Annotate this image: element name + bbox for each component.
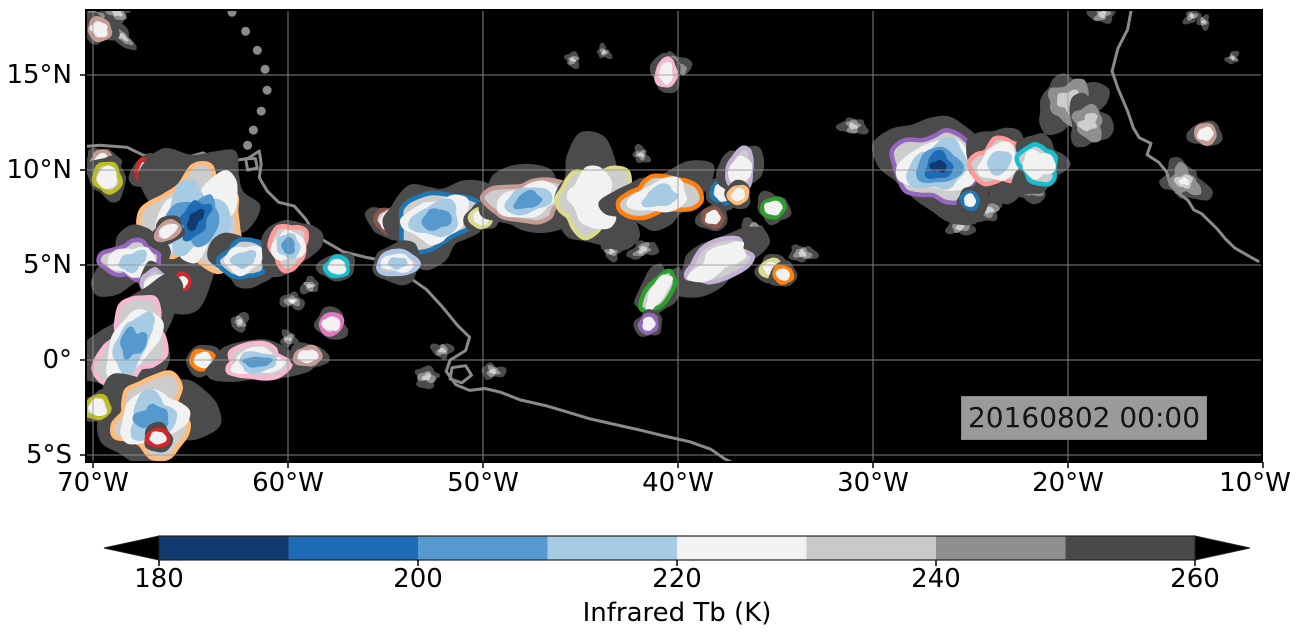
x-tick-label-10w: 10°W	[1219, 468, 1291, 498]
warm-cloud-patch	[563, 51, 580, 70]
gridlines	[86, 10, 1262, 462]
warm-cloud-patch	[299, 275, 319, 295]
cloud-cluster	[86, 273, 184, 404]
cloud-cluster	[598, 160, 715, 232]
cloud-cluster	[313, 306, 349, 340]
cloud-cluster	[1011, 132, 1071, 195]
cloud-cluster	[695, 202, 728, 232]
colorbar-tick-200: 200	[393, 564, 443, 594]
island-dot	[241, 26, 251, 36]
cloud-cluster	[724, 179, 751, 210]
island-dot	[256, 106, 266, 116]
colorbar-tick-260: 260	[1170, 564, 1220, 594]
warm-cloud-patch	[1069, 92, 1114, 148]
warm-cloud-patch	[788, 244, 819, 263]
cloud-cluster	[478, 163, 584, 234]
y-tick-label-10n: 10°N	[6, 155, 72, 185]
y-tick-label-0: 0°	[42, 345, 72, 375]
cloud-cluster	[554, 130, 640, 251]
warm-cloud-patch	[626, 240, 660, 260]
warm-cloud-patch	[1224, 50, 1240, 65]
x-tick-label-50w: 50°W	[447, 468, 519, 498]
timestamp-badge: 20160802 00:00	[961, 396, 1207, 440]
cloud-cluster	[86, 12, 120, 45]
island-dot	[260, 64, 270, 74]
x-tick-label-30w: 30°W	[837, 468, 909, 498]
island-dot	[227, 10, 237, 17]
colorbar	[103, 535, 1251, 566]
colorbar-tick-240: 240	[911, 564, 961, 594]
warm-cloud-patch	[1182, 10, 1202, 25]
cloud-cluster	[757, 190, 792, 226]
x-tick-label-70w: 70°W	[57, 468, 129, 498]
cloud-cluster	[372, 240, 421, 286]
coastline-marajo-island	[448, 364, 473, 385]
colorbar-tick-220: 220	[652, 564, 702, 594]
map-content	[86, 10, 1262, 462]
cloud-cluster	[956, 186, 982, 216]
colorbar-axis-label: Infrared Tb (K)	[582, 598, 772, 628]
warm-cloud-patch	[1196, 14, 1210, 32]
cloud-cluster	[633, 309, 663, 337]
cloud-cluster	[649, 52, 681, 94]
warm-cloud-patch	[1086, 10, 1116, 24]
warm-cloud-patch	[481, 362, 507, 380]
y-tick-label-15n: 15°N	[6, 60, 72, 90]
map-frame	[85, 9, 1263, 463]
warm-cloud-patch	[429, 343, 455, 360]
cloud-cluster	[1186, 120, 1223, 146]
colorbar-tick-180: 180	[134, 564, 184, 594]
cloud-cluster	[315, 252, 356, 282]
coastline-trinidad	[244, 157, 259, 172]
coastline-africa-west	[1110, 10, 1260, 263]
island-dot	[252, 45, 262, 55]
x-tick-label-40w: 40°W	[642, 468, 714, 498]
cloud-cluster	[207, 232, 278, 289]
cloud-cluster	[149, 215, 186, 246]
warm-cloud-patch	[414, 365, 440, 390]
cloud-cluster	[96, 370, 222, 462]
cloud-cluster	[768, 259, 798, 287]
warm-cloud-patch	[835, 117, 869, 135]
island-dot	[262, 85, 272, 95]
x-tick-label-60w: 60°W	[252, 468, 324, 498]
warm-cloud-patch	[632, 143, 652, 164]
warm-cloud-patch	[230, 312, 250, 333]
cloud-cluster	[634, 263, 682, 324]
cloud-cluster	[672, 226, 770, 298]
y-tick-label-5n: 5°N	[23, 250, 72, 280]
axis-ticks	[80, 74, 1264, 468]
y-tick-label-5s: 5°S	[25, 440, 72, 470]
warm-cloud-patch	[596, 42, 613, 59]
cloud-cluster	[144, 421, 174, 453]
cloud-cluster	[86, 155, 127, 203]
island-dot	[243, 140, 253, 150]
island-dot	[248, 125, 258, 135]
x-tick-label-20w: 20°W	[1032, 468, 1104, 498]
